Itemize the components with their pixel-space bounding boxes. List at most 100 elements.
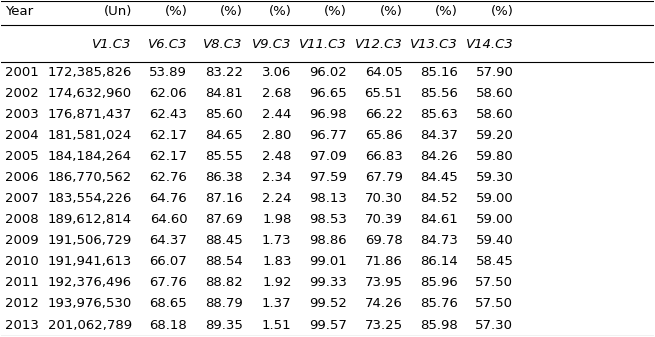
Text: V1.C3: V1.C3: [92, 38, 132, 51]
Text: 186,770,562: 186,770,562: [48, 171, 132, 184]
Text: 2007: 2007: [5, 192, 39, 205]
Text: 2010: 2010: [5, 255, 39, 268]
Text: 85.98: 85.98: [421, 318, 458, 332]
Text: 2008: 2008: [5, 213, 38, 226]
Text: 181,581,024: 181,581,024: [48, 129, 132, 142]
Text: 59.40: 59.40: [476, 234, 514, 247]
Text: 96.77: 96.77: [309, 129, 347, 142]
Text: 86.14: 86.14: [421, 255, 458, 268]
Text: 62.06: 62.06: [149, 87, 187, 100]
Text: 1.51: 1.51: [262, 318, 291, 332]
Text: (%): (%): [269, 5, 291, 18]
Text: 84.26: 84.26: [421, 150, 458, 163]
Text: 176,871,437: 176,871,437: [47, 108, 132, 121]
Text: 189,612,814: 189,612,814: [48, 213, 132, 226]
Text: 1.37: 1.37: [262, 298, 291, 310]
Text: 70.39: 70.39: [365, 213, 403, 226]
Text: 2.68: 2.68: [262, 87, 291, 100]
Text: 99.52: 99.52: [309, 298, 347, 310]
Text: 65.51: 65.51: [364, 87, 403, 100]
Text: 2004: 2004: [5, 129, 38, 142]
Text: (Un): (Un): [103, 5, 132, 18]
Text: 2001: 2001: [5, 66, 39, 79]
Text: 191,506,729: 191,506,729: [48, 234, 132, 247]
Text: 83.22: 83.22: [205, 66, 243, 79]
Text: 85.56: 85.56: [420, 87, 458, 100]
Text: V12.C3: V12.C3: [355, 38, 403, 51]
Text: 192,376,496: 192,376,496: [48, 276, 132, 289]
Text: 174,632,960: 174,632,960: [48, 87, 132, 100]
Text: 2.34: 2.34: [262, 171, 291, 184]
Text: 89.35: 89.35: [205, 318, 243, 332]
Text: 2012: 2012: [5, 298, 39, 310]
Text: 84.65: 84.65: [205, 129, 243, 142]
Text: 1.73: 1.73: [262, 234, 291, 247]
Text: 2002: 2002: [5, 87, 39, 100]
Text: 2.24: 2.24: [262, 192, 291, 205]
Text: 84.73: 84.73: [420, 234, 458, 247]
Text: 85.76: 85.76: [420, 298, 458, 310]
Text: 84.52: 84.52: [420, 192, 458, 205]
Text: 2003: 2003: [5, 108, 39, 121]
Text: 2013: 2013: [5, 318, 39, 332]
Text: 53.89: 53.89: [149, 66, 187, 79]
Text: 68.65: 68.65: [149, 298, 187, 310]
Text: 85.60: 85.60: [205, 108, 243, 121]
Text: 98.13: 98.13: [309, 192, 347, 205]
Text: 73.95: 73.95: [364, 276, 403, 289]
Text: 64.37: 64.37: [149, 234, 187, 247]
Text: 67.79: 67.79: [365, 171, 403, 184]
Text: 183,554,226: 183,554,226: [47, 192, 132, 205]
Text: 57.90: 57.90: [476, 66, 514, 79]
Text: 98.53: 98.53: [309, 213, 347, 226]
Text: 58.45: 58.45: [476, 255, 514, 268]
Text: 73.25: 73.25: [364, 318, 403, 332]
Text: 87.16: 87.16: [205, 192, 243, 205]
Text: 62.17: 62.17: [149, 129, 187, 142]
Text: 97.59: 97.59: [309, 171, 347, 184]
Text: 84.45: 84.45: [421, 171, 458, 184]
Text: 69.78: 69.78: [365, 234, 403, 247]
Text: 88.54: 88.54: [205, 255, 243, 268]
Text: 1.83: 1.83: [262, 255, 291, 268]
Text: 2.48: 2.48: [262, 150, 291, 163]
Text: 96.98: 96.98: [309, 108, 347, 121]
Text: 87.69: 87.69: [205, 213, 243, 226]
Text: 71.86: 71.86: [365, 255, 403, 268]
Text: 64.76: 64.76: [149, 192, 187, 205]
Text: 57.50: 57.50: [476, 276, 514, 289]
Text: (%): (%): [164, 5, 187, 18]
Text: 84.81: 84.81: [205, 87, 243, 100]
Text: 85.16: 85.16: [420, 66, 458, 79]
Text: 193,976,530: 193,976,530: [48, 298, 132, 310]
Text: 59.00: 59.00: [476, 213, 514, 226]
Text: 2.80: 2.80: [262, 129, 291, 142]
Text: 65.86: 65.86: [365, 129, 403, 142]
Text: 67.76: 67.76: [149, 276, 187, 289]
Text: 191,941,613: 191,941,613: [48, 255, 132, 268]
Text: 97.09: 97.09: [309, 150, 347, 163]
Text: 99.33: 99.33: [309, 276, 347, 289]
Text: (%): (%): [380, 5, 403, 18]
Text: 57.30: 57.30: [476, 318, 514, 332]
Text: 64.05: 64.05: [365, 66, 403, 79]
Text: 88.79: 88.79: [205, 298, 243, 310]
Text: 184,184,264: 184,184,264: [48, 150, 132, 163]
Text: 2.44: 2.44: [262, 108, 291, 121]
Text: 172,385,826: 172,385,826: [47, 66, 132, 79]
Text: 85.63: 85.63: [420, 108, 458, 121]
Text: 59.20: 59.20: [476, 129, 514, 142]
Text: 2005: 2005: [5, 150, 39, 163]
Text: (%): (%): [435, 5, 458, 18]
Text: V9.C3: V9.C3: [252, 38, 291, 51]
Text: 88.45: 88.45: [205, 234, 243, 247]
Text: (%): (%): [220, 5, 243, 18]
Text: 59.00: 59.00: [476, 192, 514, 205]
Text: 96.65: 96.65: [309, 87, 347, 100]
Text: 2009: 2009: [5, 234, 38, 247]
Text: V13.C3: V13.C3: [410, 38, 458, 51]
Text: 3.06: 3.06: [262, 66, 291, 79]
Text: (%): (%): [324, 5, 347, 18]
Text: 85.96: 85.96: [421, 276, 458, 289]
Text: 59.80: 59.80: [476, 150, 514, 163]
